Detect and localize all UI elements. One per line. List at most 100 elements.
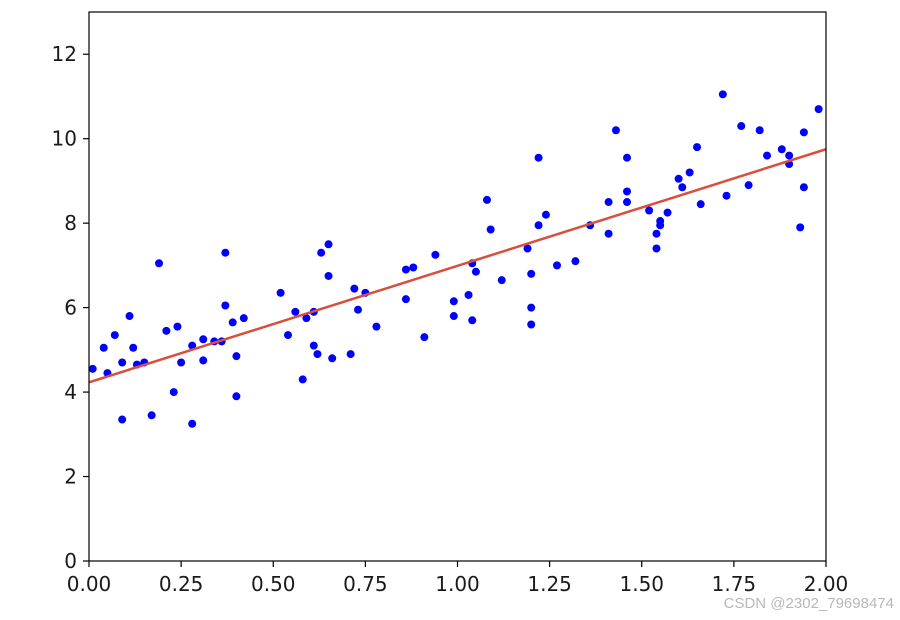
data-point — [125, 312, 134, 321]
data-point — [674, 174, 683, 183]
data-point — [169, 388, 178, 397]
data-point — [464, 290, 473, 299]
data-point — [177, 358, 186, 367]
data-point — [541, 210, 550, 219]
data-point — [534, 221, 543, 230]
scatter-points — [88, 90, 823, 428]
x-tick-label: 1.50 — [619, 572, 664, 596]
y-tick-label: 10 — [52, 127, 77, 151]
data-point — [129, 343, 138, 352]
x-tick-label: 1.00 — [435, 572, 480, 596]
data-point — [298, 375, 307, 384]
data-point — [722, 191, 731, 200]
data-point — [313, 350, 322, 359]
x-axis-ticks: 0.00 0.25 0.50 0.75 1.00 1.25 1.50 1.75 2.00 — [67, 561, 849, 596]
data-point — [162, 326, 171, 335]
data-point — [718, 90, 727, 99]
data-point — [696, 200, 705, 209]
data-point — [482, 195, 491, 204]
data-point — [604, 229, 613, 238]
data-point — [239, 314, 248, 323]
data-point — [652, 244, 661, 253]
data-point — [471, 267, 480, 276]
plot-frame — [88, 11, 827, 562]
data-point — [523, 244, 532, 253]
x-tick-label: 1.75 — [712, 572, 757, 596]
data-point — [317, 248, 326, 257]
data-point — [372, 322, 381, 331]
data-point — [799, 128, 808, 137]
data-point — [604, 198, 613, 207]
data-point — [744, 181, 753, 190]
regression-line — [88, 148, 827, 384]
data-point — [420, 333, 429, 342]
data-point — [232, 392, 241, 401]
data-point — [623, 187, 632, 196]
data-point — [449, 297, 458, 306]
data-point — [302, 314, 311, 323]
data-point — [199, 335, 208, 344]
data-point — [155, 259, 164, 268]
data-point — [497, 276, 506, 285]
data-point — [623, 198, 632, 207]
data-point — [785, 151, 794, 160]
data-point — [173, 322, 182, 331]
data-point — [346, 350, 355, 359]
y-axis-ticks: 0 2 4 6 8 10 12 — [52, 42, 89, 573]
data-point — [354, 305, 363, 314]
data-point — [188, 419, 197, 428]
data-point — [693, 143, 702, 152]
data-point — [110, 331, 119, 340]
data-point — [199, 356, 208, 365]
data-point — [401, 295, 410, 304]
data-point — [147, 411, 156, 420]
y-tick-label: 8 — [64, 211, 77, 235]
y-tick-label: 12 — [52, 42, 77, 66]
data-point — [409, 263, 418, 272]
x-tick-label: 0.25 — [159, 572, 204, 596]
data-point — [678, 183, 687, 192]
data-point — [777, 145, 786, 154]
data-point — [763, 151, 772, 160]
data-point — [737, 122, 746, 131]
data-point — [232, 352, 241, 361]
y-tick-label: 0 — [64, 549, 77, 573]
data-point — [350, 284, 359, 293]
data-point — [276, 288, 285, 297]
data-point — [571, 257, 580, 266]
watermark-text: CSDN @2302_79698474 — [723, 595, 894, 612]
data-point — [652, 229, 661, 238]
data-point — [663, 208, 672, 217]
data-point — [623, 153, 632, 162]
x-tick-label: 0.00 — [67, 572, 112, 596]
data-point — [552, 261, 561, 270]
data-point — [221, 301, 230, 310]
x-tick-label: 2.00 — [804, 572, 849, 596]
data-point — [685, 168, 694, 177]
data-point — [228, 318, 237, 327]
x-tick-label: 0.75 — [343, 572, 388, 596]
data-point — [431, 250, 440, 259]
data-point — [324, 240, 333, 249]
x-tick-label: 0.50 — [251, 572, 296, 596]
data-point — [486, 225, 495, 234]
data-point — [99, 343, 108, 352]
y-tick-label: 4 — [64, 380, 77, 404]
data-point — [401, 265, 410, 274]
data-point — [527, 303, 536, 312]
data-point — [118, 358, 127, 367]
data-point — [291, 307, 300, 316]
regression-line-layer — [88, 148, 827, 384]
data-point — [283, 331, 292, 340]
data-point — [221, 248, 230, 257]
data-point — [309, 341, 318, 350]
data-point — [656, 221, 665, 230]
data-point — [527, 320, 536, 329]
data-point — [645, 206, 654, 215]
data-point — [527, 269, 536, 278]
data-point — [534, 153, 543, 162]
data-point — [88, 364, 97, 373]
data-point — [449, 312, 458, 321]
data-point — [188, 341, 197, 350]
